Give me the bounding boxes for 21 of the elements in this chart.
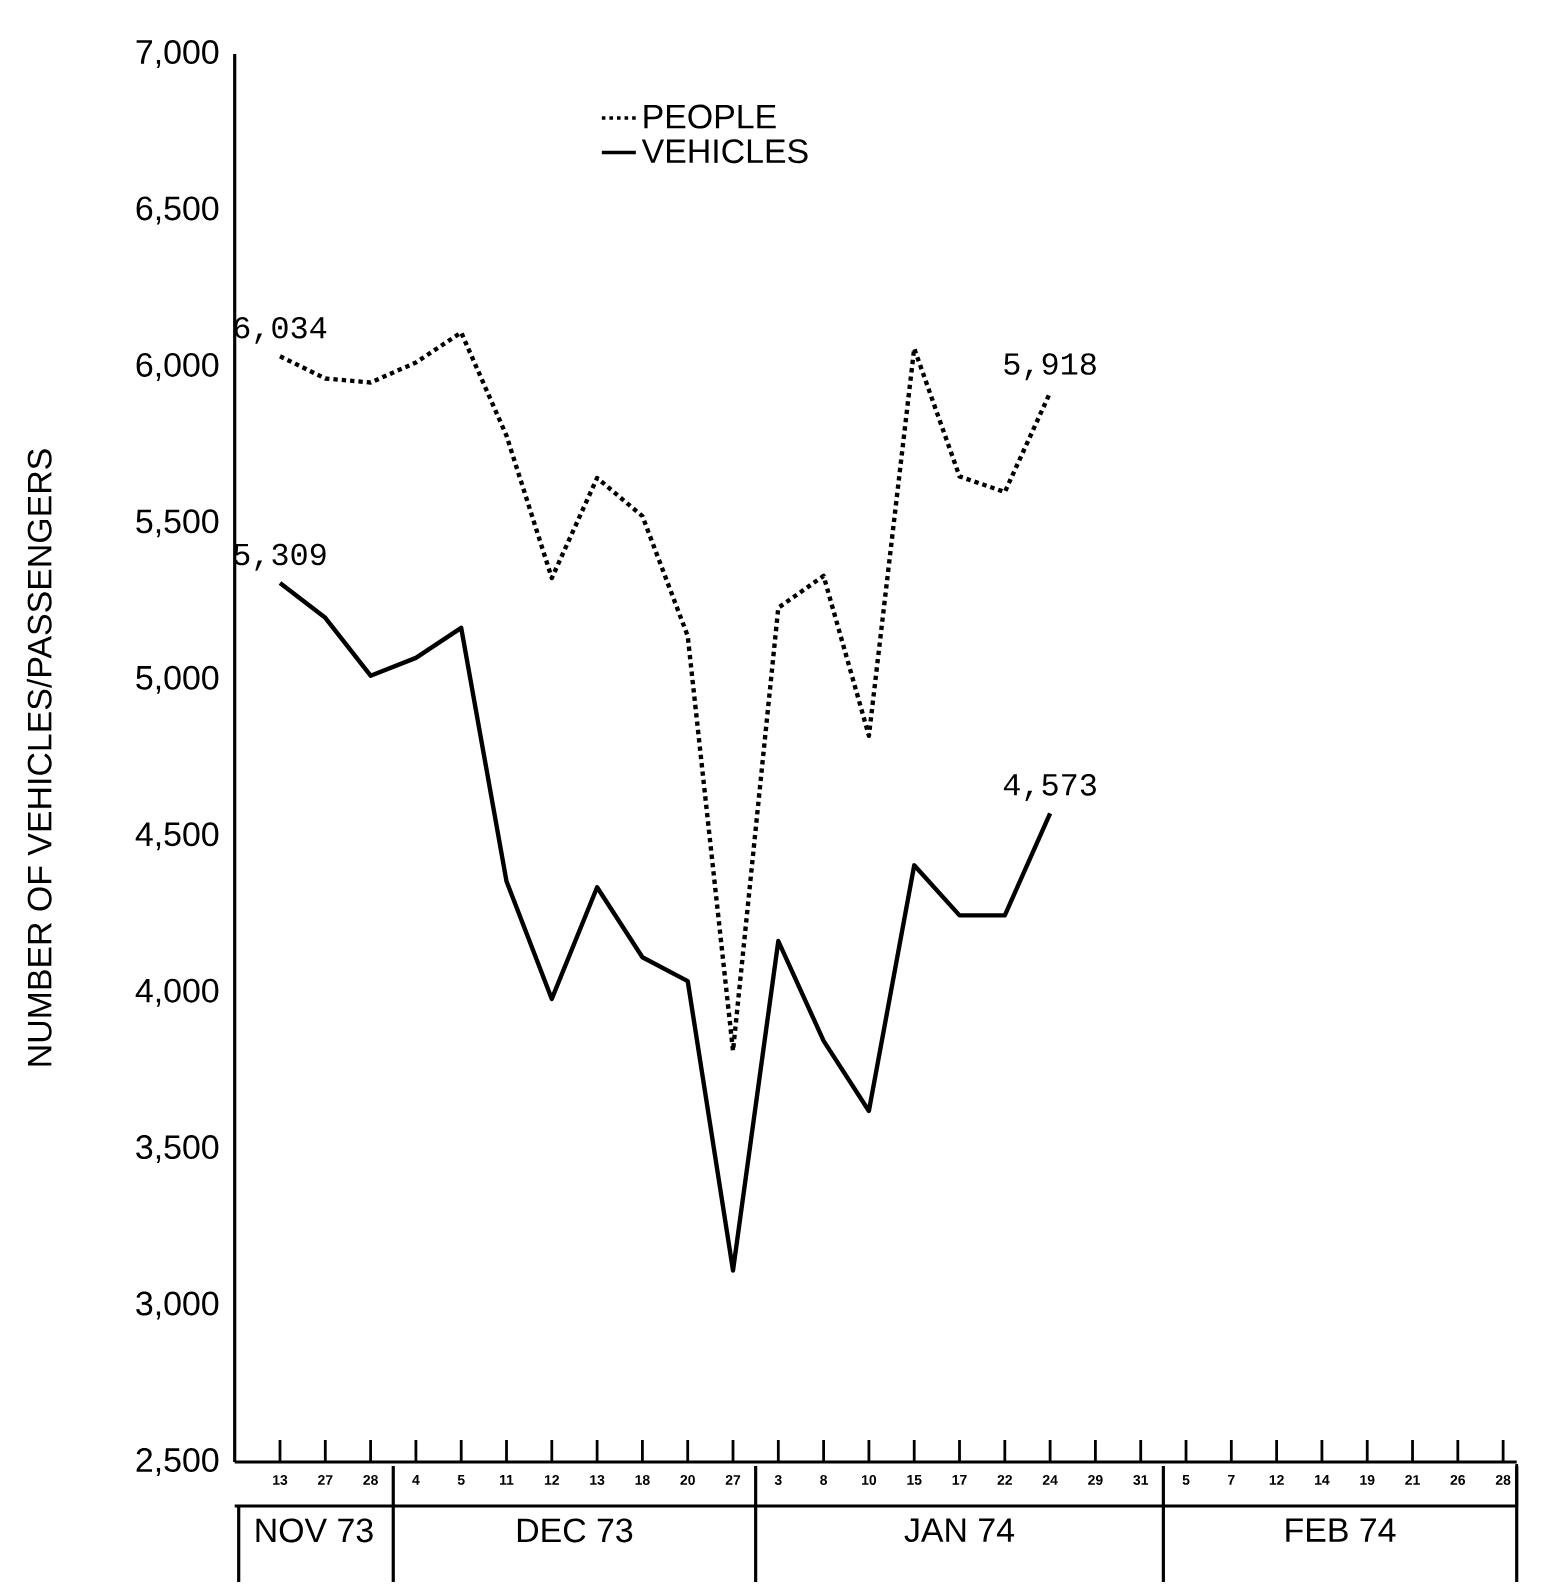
y-tick-label: 6,500 xyxy=(136,196,219,225)
y-tick-label: 3,500 xyxy=(136,1135,219,1164)
y-tick-label: 5,000 xyxy=(136,665,219,694)
y-tick-label: 2,500 xyxy=(136,1448,219,1476)
y-tick-label: 4,500 xyxy=(135,822,219,851)
y-tick-label: 4,000 xyxy=(135,978,219,1007)
data-label: 6,034 xyxy=(234,316,327,344)
y-tick-label: 6,000 xyxy=(136,352,219,381)
data-label: 5,918 xyxy=(1004,353,1096,381)
text: FEB 74 xyxy=(1286,1518,1396,1542)
legend-label: PEOPLE xyxy=(644,104,776,129)
y-tick-label: 7,000 xyxy=(136,40,219,68)
y-axis-title: NUMBER OF VEHICLES/PASSENGERS xyxy=(26,449,52,1066)
legend-label: VEHICLES xyxy=(641,139,808,164)
y-tick-label: 3,000 xyxy=(136,1291,219,1320)
data-label: 4,573 xyxy=(1003,774,1096,801)
data-label: 5,309 xyxy=(234,543,326,571)
text: NOV 73 xyxy=(256,1518,373,1543)
text: DEC 73 xyxy=(517,1518,633,1543)
y-tick-label: 5,500 xyxy=(136,509,219,538)
text: JAN 74 xyxy=(904,1518,1015,1543)
